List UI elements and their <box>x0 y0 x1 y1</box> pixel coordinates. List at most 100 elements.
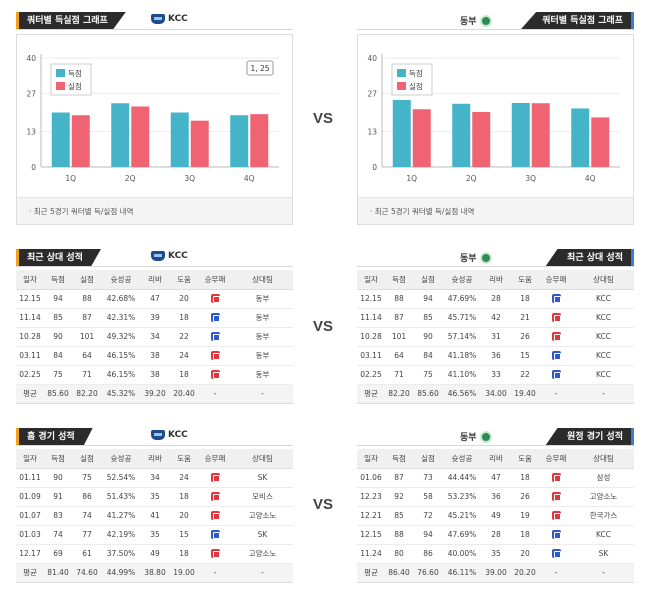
table-cell: 83 <box>44 506 72 526</box>
quarter-chart: 0 13 27 40 1Q 2Q 3Q 4Q 득점 실점 1, 25 · 최근 5경기 쿼터별 득/… <box>16 34 293 225</box>
result-cell <box>539 365 573 385</box>
table-cell: 90 <box>44 468 72 488</box>
x-tick-label: 4Q <box>585 174 596 183</box>
table-cell: 22 <box>511 365 539 385</box>
bar-conceded <box>131 106 150 167</box>
average-row: 평균 82.20 85.60 46.56% 34.00 19.40- - <box>357 384 634 404</box>
bar-conceded <box>472 111 491 167</box>
table-cell: 11.14 <box>357 308 385 328</box>
table-cell: 42.19% <box>102 525 140 545</box>
average-cell: 39.20 <box>140 384 170 404</box>
table-cell: 84 <box>413 346 443 366</box>
table-cell: 74 <box>72 506 102 526</box>
table-cell: 91 <box>44 487 72 507</box>
legend-swatch <box>397 82 406 90</box>
table-cell: 71 <box>385 365 413 385</box>
table-cell: 03.11 <box>357 346 385 366</box>
column-header: 슛성공 <box>102 270 140 290</box>
recent-stats-table: 일자 득점 실점 슛성공 리바 도움 승무패 상대팀 12.15 94 88 42.68% 47 20 동부… <box>16 270 293 404</box>
average-cell: 76.60 <box>413 563 443 583</box>
table-cell: 85 <box>44 308 72 328</box>
section-tab: 원정 경기 성적 <box>545 428 634 446</box>
loss-badge-icon <box>551 530 561 540</box>
table-header-row: 일자 득점 실점 슛성공 리바 도움 승무패 상대팀 <box>16 449 293 469</box>
table-row: 10.28 101 90 57.14% 31 26 KCC <box>357 327 634 347</box>
bar-conceded <box>190 120 209 167</box>
column-header: 상대팀 <box>573 270 634 290</box>
table-cell: 22 <box>170 327 198 347</box>
column-header: 득점 <box>385 270 413 290</box>
table-cell: 01.03 <box>16 525 44 545</box>
table-cell: 모비스 <box>232 487 293 507</box>
table-header-row: 일자 득점 실점 슛성공 리바 도움 승무패 상대팀 <box>357 449 634 469</box>
y-tick-label: 13 <box>367 128 377 137</box>
result-cell <box>198 506 232 526</box>
result-cell <box>539 544 573 564</box>
table-cell: 46.15% <box>102 346 140 366</box>
table-cell: 고양소노 <box>232 544 293 564</box>
bar-scored <box>170 112 189 167</box>
column-header: 도움 <box>170 449 198 469</box>
result-cell <box>539 525 573 545</box>
column-header: 도움 <box>511 449 539 469</box>
bar-conceded <box>591 117 610 167</box>
average-cell: 82.20 <box>385 384 413 404</box>
table-cell: 75 <box>44 365 72 385</box>
win-badge-icon <box>210 473 220 483</box>
loss-badge-icon <box>210 530 220 540</box>
y-tick-label: 27 <box>26 89 36 98</box>
table-cell: 94 <box>413 525 443 545</box>
table-cell: 12.17 <box>16 544 44 564</box>
average-cell: 85.60 <box>413 384 443 404</box>
table-cell: 57.14% <box>443 327 481 347</box>
table-header-row: 일자 득점 실점 슛성공 리바 도움 승무패 상대팀 <box>357 270 634 290</box>
table-cell: 12.21 <box>357 506 385 526</box>
average-cell: 38.80 <box>140 563 170 583</box>
recent-panel-left: 최근 상대 성적 KCC 일자 득점 실점 슛성공 리바 도움 승무패 상대팀 12.15 94 8… <box>16 247 293 404</box>
table-cell: 34 <box>140 327 170 347</box>
team-label: 동부 <box>460 14 492 27</box>
result-cell <box>539 346 573 366</box>
win-badge-icon <box>210 351 220 361</box>
bar-conceded <box>250 114 269 167</box>
table-cell: 41.18% <box>443 346 481 366</box>
table-cell: 64 <box>385 346 413 366</box>
table-cell: 18 <box>511 468 539 488</box>
win-badge-icon <box>210 492 220 502</box>
table-cell: 72 <box>413 506 443 526</box>
table-cell: 88 <box>385 289 413 309</box>
table-cell: 19 <box>511 506 539 526</box>
table-cell: 35 <box>481 544 511 564</box>
result-cell <box>198 346 232 366</box>
table-cell: 39 <box>140 308 170 328</box>
result-cell <box>539 308 573 328</box>
y-tick-label: 0 <box>372 163 377 172</box>
team-label: KCC <box>151 251 188 261</box>
average-cell: - <box>232 384 293 404</box>
average-cell: 20.40 <box>170 384 198 404</box>
average-cell: - <box>198 563 232 583</box>
section-header: 동부 쿼터별 득실점 그래프 <box>357 10 634 30</box>
table-cell: 41 <box>140 506 170 526</box>
win-badge-icon <box>551 473 561 483</box>
column-header: 득점 <box>44 449 72 469</box>
column-header: 승무패 <box>198 270 232 290</box>
team-label: 동부 <box>460 251 492 264</box>
table-cell: 동부 <box>232 365 293 385</box>
average-cell: 19.00 <box>170 563 198 583</box>
table-cell: SK <box>573 544 634 564</box>
db-logo-icon <box>479 14 492 27</box>
result-cell <box>198 487 232 507</box>
table-cell: KCC <box>573 308 634 328</box>
table-cell: 87 <box>385 468 413 488</box>
table-cell: 12.15 <box>357 525 385 545</box>
column-header: 리바 <box>140 449 170 469</box>
column-header: 일자 <box>357 449 385 469</box>
bar-scored <box>51 112 70 167</box>
table-cell: 90 <box>413 327 443 347</box>
loss-badge-icon <box>551 549 561 559</box>
average-cell: - <box>232 563 293 583</box>
legend-swatch <box>56 69 65 77</box>
x-tick-label: 2Q <box>125 174 136 183</box>
table-cell: 18 <box>511 525 539 545</box>
